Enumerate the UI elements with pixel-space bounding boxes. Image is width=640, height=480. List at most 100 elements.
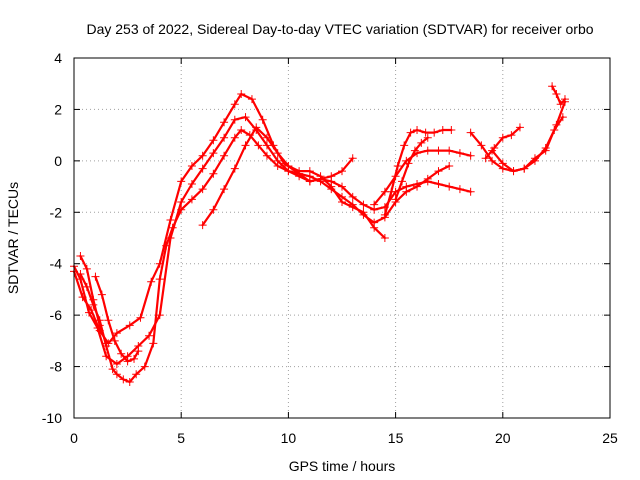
series-layer — [70, 82, 569, 386]
data-point — [220, 151, 229, 160]
data-point — [445, 182, 454, 191]
data-point — [391, 195, 400, 204]
data-point — [252, 123, 261, 132]
data-point — [387, 187, 396, 196]
data-point — [423, 146, 432, 155]
data-point — [95, 321, 104, 330]
data-point — [112, 370, 121, 379]
x-tick-label: 25 — [602, 430, 618, 446]
x-axis-label: GPS time / hours — [289, 458, 396, 474]
series-line — [383, 128, 453, 216]
data-point — [430, 128, 439, 137]
data-point — [434, 167, 443, 176]
data-point — [230, 164, 239, 173]
series-track-4 — [91, 272, 143, 366]
series-line — [491, 115, 564, 173]
data-point — [550, 126, 559, 134]
data-point — [230, 100, 239, 109]
series-line — [394, 136, 429, 201]
data-point — [421, 128, 430, 137]
series-track-11 — [488, 113, 567, 176]
data-point — [125, 321, 134, 330]
data-point — [220, 133, 229, 142]
series-track-6 — [198, 123, 389, 242]
data-point — [209, 149, 218, 158]
series-line — [201, 126, 386, 240]
data-point — [445, 162, 454, 170]
data-point — [82, 264, 91, 273]
y-tick-label: 4 — [54, 50, 62, 66]
data-point — [284, 162, 293, 170]
data-point — [130, 354, 139, 363]
data-point — [520, 164, 529, 173]
y-axis-label: SDTVAR / TECUs — [5, 182, 21, 294]
data-point — [220, 185, 229, 194]
data-point — [237, 126, 246, 134]
data-point — [145, 331, 154, 340]
data-point — [466, 151, 475, 160]
y-tick-label: 0 — [54, 153, 62, 169]
data-point — [162, 241, 171, 250]
series-track-2 — [70, 113, 357, 368]
data-point — [359, 200, 368, 209]
data-point — [327, 172, 336, 181]
y-tick-label: -4 — [50, 256, 63, 272]
data-point — [273, 149, 282, 158]
data-point — [498, 159, 507, 168]
data-point — [123, 357, 132, 366]
data-point — [258, 115, 267, 124]
data-point — [434, 180, 443, 188]
data-point — [241, 113, 250, 122]
data-point — [338, 167, 346, 176]
data-point — [198, 164, 207, 173]
data-point — [338, 182, 346, 191]
data-point — [556, 100, 565, 109]
data-point — [112, 360, 121, 368]
series-track-13 — [548, 82, 569, 109]
x-tick-label: 20 — [495, 430, 511, 446]
data-point — [560, 95, 569, 104]
data-point — [230, 133, 239, 142]
data-point — [147, 277, 156, 286]
y-tick-label: -8 — [50, 359, 63, 375]
data-point — [220, 118, 229, 127]
data-point — [108, 365, 117, 374]
data-point — [359, 208, 368, 217]
data-point — [413, 126, 422, 134]
data-point — [447, 126, 456, 134]
data-point — [187, 162, 196, 170]
data-point — [530, 156, 539, 165]
data-point — [295, 167, 304, 176]
data-point — [262, 141, 271, 150]
data-point — [558, 113, 567, 122]
data-point — [198, 221, 207, 230]
data-point — [515, 123, 524, 132]
data-point — [136, 313, 145, 322]
data-point — [198, 151, 207, 160]
series-line — [550, 85, 567, 106]
plot-frame — [73, 57, 611, 419]
series-track-8 — [380, 126, 456, 219]
data-point — [380, 234, 389, 242]
data-point — [177, 205, 186, 214]
data-point — [209, 136, 218, 145]
x-tick-label: 10 — [281, 430, 297, 446]
chart-title: Day 253 of 2022, Sidereal Day-to-day VTE… — [86, 21, 593, 37]
data-point — [132, 370, 141, 379]
data-point — [477, 141, 486, 150]
data-point — [488, 156, 497, 165]
data-point — [198, 185, 207, 194]
data-point — [481, 154, 490, 163]
series-track-3 — [76, 126, 454, 386]
data-point — [112, 329, 121, 338]
data-point — [445, 146, 454, 155]
data-point — [273, 162, 282, 170]
data-point — [262, 133, 271, 142]
data-point — [348, 192, 357, 201]
grid — [74, 58, 610, 418]
data-point — [316, 172, 325, 181]
series-track-10 — [466, 97, 569, 176]
data-point — [507, 131, 516, 140]
data-point — [455, 149, 464, 158]
data-point — [423, 133, 432, 142]
